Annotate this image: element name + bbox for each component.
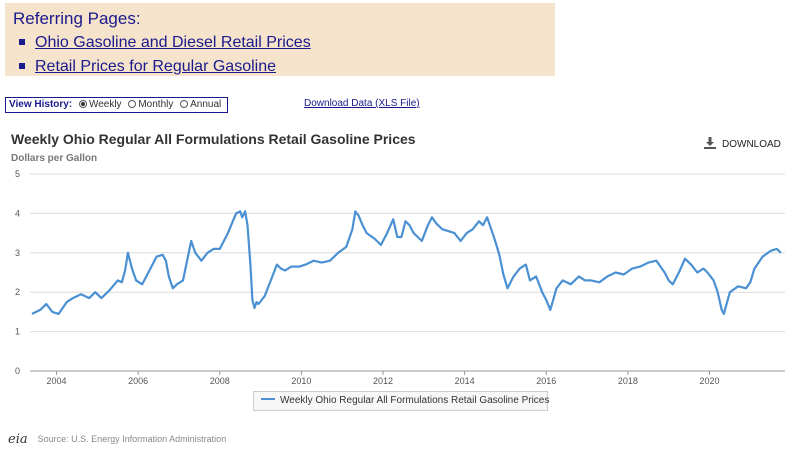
link-ohio-gasoline-diesel-prices[interactable]: Ohio Gasoline and Diesel Retail Prices <box>35 34 311 51</box>
download-icon <box>704 137 716 149</box>
radio-annual[interactable] <box>180 100 189 108</box>
radio-annual-label[interactable]: Annual <box>190 99 222 110</box>
y-tick-label: 2 <box>15 287 20 297</box>
y-tick-label: 4 <box>15 208 20 218</box>
radio-weekly-label[interactable]: Weekly <box>88 99 122 110</box>
y-tick-label: 5 <box>15 169 20 179</box>
x-tick-label: 2016 <box>536 376 556 386</box>
referring-pages-panel: Referring Pages: Ohio Gasoline and Diese… <box>5 3 555 76</box>
radio-monthly[interactable] <box>128 100 137 108</box>
referring-pages-list: Ohio Gasoline and Diesel Retail Prices R… <box>13 31 555 79</box>
referring-pages-title: Referring Pages: <box>13 9 141 28</box>
x-tick-label: 2018 <box>618 376 638 386</box>
chart-legend[interactable]: Weekly Ohio Regular All Formulations Ret… <box>253 391 550 411</box>
list-item: Ohio Gasoline and Diesel Retail Prices <box>13 31 555 55</box>
x-tick-label: 2010 <box>291 376 311 386</box>
list-item: Retail Prices for Regular Gasoline <box>13 55 555 79</box>
x-tick-label: 2014 <box>455 376 475 386</box>
y-tick-label: 0 <box>15 366 20 376</box>
view-history-selector: View History: Weekly Monthly Annual <box>5 97 228 113</box>
chart-title: Weekly Ohio Regular All Formulations Ret… <box>11 131 416 147</box>
y-tick-label: 3 <box>15 248 20 258</box>
x-tick-label: 2008 <box>210 376 230 386</box>
eia-logo: eia <box>8 432 28 447</box>
radio-weekly[interactable] <box>78 100 87 108</box>
legend-label: Weekly Ohio Regular All Formulations Ret… <box>280 395 550 406</box>
view-history-label: View History: <box>9 99 73 110</box>
bullet-icon <box>19 62 25 69</box>
x-tick-label: 2004 <box>47 376 67 386</box>
y-axis-label: Dollars per Gallon <box>11 153 98 164</box>
series-line <box>31 210 782 315</box>
x-tick-label: 2020 <box>699 376 719 386</box>
footer: eia Source: U.S. Energy Information Admin… <box>8 432 226 447</box>
download-data-link[interactable]: Download Data (XLS File) <box>304 98 420 109</box>
download-button-label: DOWNLOAD <box>722 139 781 150</box>
bullet-icon <box>19 38 25 45</box>
y-tick-label: 1 <box>15 327 20 337</box>
x-tick-label: 2006 <box>128 376 148 386</box>
radio-monthly-label[interactable]: Monthly <box>138 99 174 110</box>
link-retail-prices-regular-gasoline[interactable]: Retail Prices for Regular Gasoline <box>35 58 276 75</box>
source-text: Source: U.S. Energy Information Administ… <box>37 434 227 444</box>
legend-swatch <box>261 398 275 401</box>
line-chart: 0 1 2 3 4 5 2004 2006 2008 2010 2012 2014 2016 2018 20… <box>15 169 785 386</box>
x-tick-label: 2012 <box>373 376 393 386</box>
download-button[interactable]: DOWNLOAD <box>704 137 781 150</box>
